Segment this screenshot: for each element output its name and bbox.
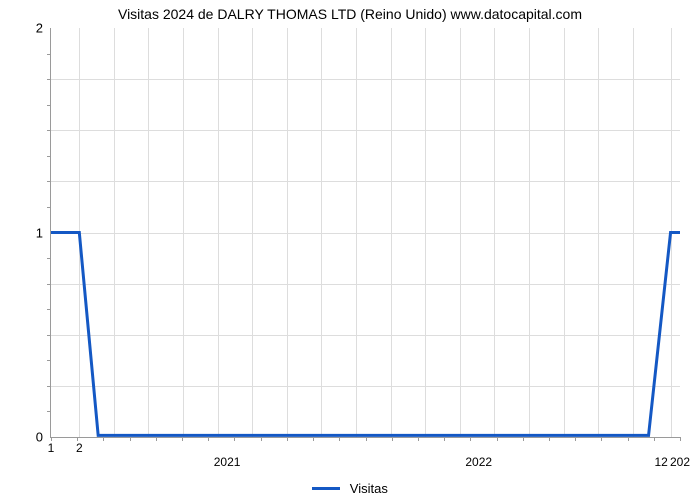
chart-title: Visitas 2024 de DALRY THOMAS LTD (Reino … (0, 0, 700, 26)
x-minor-tick (444, 437, 445, 441)
y-tick-label: 2 (36, 21, 51, 36)
x-tick-label-end: 202 (670, 437, 690, 469)
x-minor-tick (339, 437, 340, 441)
x-minor-tick (418, 437, 419, 441)
y-minor-tick (47, 309, 51, 310)
x-minor-tick (366, 437, 367, 441)
x-tick-label-end: 12 (654, 437, 667, 469)
y-minor-tick (47, 360, 51, 361)
plot-area: 012 202120221212202 (50, 28, 680, 438)
y-minor-tick (47, 284, 51, 285)
x-minor-tick (182, 437, 183, 441)
x-minor-tick (287, 437, 288, 441)
x-minor-tick (103, 437, 104, 441)
x-minor-tick (680, 437, 681, 441)
y-minor-tick (47, 386, 51, 387)
x-minor-tick (654, 437, 655, 441)
x-minor-tick (523, 437, 524, 441)
y-tick-label: 1 (36, 225, 51, 240)
data-line (51, 28, 680, 437)
x-minor-tick (470, 437, 471, 441)
y-minor-tick (47, 207, 51, 208)
x-minor-tick (575, 437, 576, 441)
x-minor-tick (549, 437, 550, 441)
y-minor-tick (47, 411, 51, 412)
legend: Visitas (0, 480, 700, 496)
y-minor-tick (47, 54, 51, 55)
x-tick-label-major: 2022 (465, 437, 492, 469)
x-minor-tick (601, 437, 602, 441)
legend-label: Visitas (350, 481, 388, 496)
y-minor-tick (47, 156, 51, 157)
x-minor-tick (313, 437, 314, 441)
x-minor-tick (392, 437, 393, 441)
y-minor-tick (47, 105, 51, 106)
chart-area: 012 202120221212202 (50, 28, 680, 438)
y-minor-tick (47, 335, 51, 336)
y-minor-tick (47, 79, 51, 80)
x-minor-tick (77, 437, 78, 441)
y-minor-tick (47, 258, 51, 259)
legend-swatch (312, 487, 340, 490)
x-minor-tick (261, 437, 262, 441)
x-minor-tick (497, 437, 498, 441)
x-tick-label-major: 2021 (214, 437, 241, 469)
x-minor-tick (628, 437, 629, 441)
x-minor-tick (234, 437, 235, 441)
y-minor-tick (47, 130, 51, 131)
x-minor-tick (208, 437, 209, 441)
x-minor-tick (51, 437, 52, 441)
x-minor-tick (156, 437, 157, 441)
x-minor-tick (130, 437, 131, 441)
y-minor-tick (47, 181, 51, 182)
